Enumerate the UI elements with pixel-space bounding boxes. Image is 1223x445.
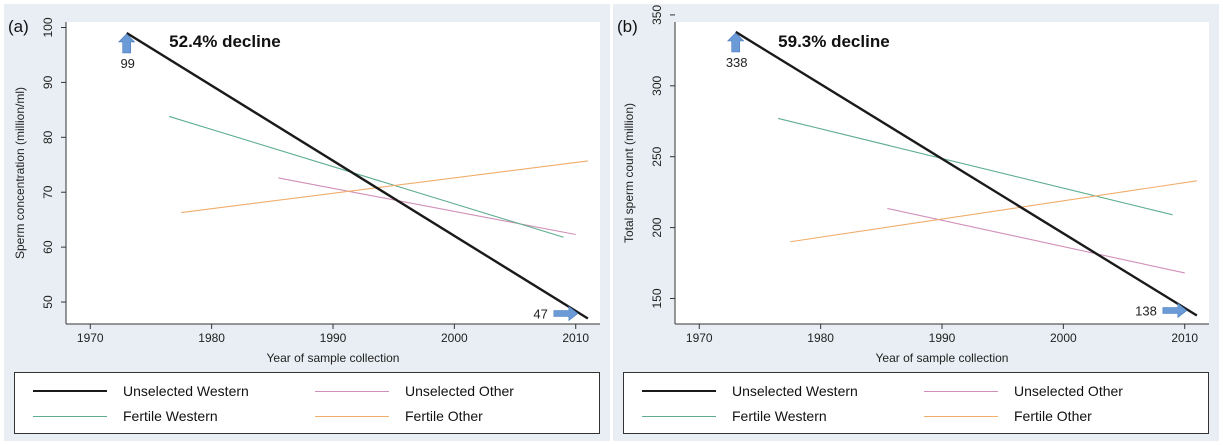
legend-item-fertile-other: Fertile Other <box>315 406 483 426</box>
y-tick-label: 70 <box>41 185 55 199</box>
legend-swatch <box>315 415 389 417</box>
panel-label: (a) <box>8 17 29 36</box>
legend-label: Unselected Other <box>1014 383 1123 399</box>
legend-item-unselected-western: Unselected Western <box>642 381 858 401</box>
start-value-label: 338 <box>726 55 748 70</box>
series-line-unselected-other <box>887 207 1185 274</box>
panel-label: (b) <box>617 17 638 36</box>
end-value-label: 47 <box>533 307 547 322</box>
legend-label: Fertile Western <box>123 408 218 424</box>
legend-swatch <box>33 415 107 417</box>
legend-item-unselected-other: Unselected Other <box>315 381 514 401</box>
legend-item-unselected-western: Unselected Western <box>33 381 249 401</box>
chart-a: 50 60 70 80 90 100 1970 1980 1990 2000 2010 Year of… <box>8 17 600 365</box>
series-line-unselected-western <box>735 30 1198 317</box>
start-arrow-icon <box>117 33 136 54</box>
legend-label: Unselected Western <box>123 383 249 399</box>
legend-swatch <box>642 415 716 417</box>
x-tick-label: 1980 <box>807 331 834 345</box>
legend-item-fertile-western: Fertile Western <box>33 406 218 426</box>
series-line-unselected-other <box>278 177 576 236</box>
y-tick-label: 250 <box>650 146 664 166</box>
x-axis-title: Year of sample collection <box>876 351 1009 365</box>
legend-swatch <box>642 390 716 392</box>
chart-b: 150 200 250 300 350 1970 1980 1990 2000 2010 Year … <box>617 5 1209 365</box>
y-tick-label: 350 <box>650 5 664 25</box>
x-tick-label: 1970 <box>686 331 713 345</box>
y-tick-label: 80 <box>41 130 55 144</box>
legend-swatch <box>315 390 389 392</box>
x-tick-label: 1970 <box>77 331 104 345</box>
y-tick-label: 300 <box>650 75 664 95</box>
x-tick-label: 1990 <box>929 331 956 345</box>
y-tick-label: 200 <box>650 217 664 237</box>
decline-annotation: 59.3% decline <box>778 32 890 51</box>
legend-label: Unselected Other <box>405 383 514 399</box>
panel-a: 50 60 70 80 90 100 1970 1980 1990 2000 2010 Year of… <box>4 4 610 441</box>
legend-item-fertile-other: Fertile Other <box>924 406 1092 426</box>
x-tick-label: 2010 <box>1171 331 1198 345</box>
decline-annotation: 52.4% decline <box>169 32 281 51</box>
series-line-fertile-western <box>778 117 1173 216</box>
y-tick-label: 90 <box>41 75 55 89</box>
start-value-label: 99 <box>120 56 134 71</box>
legend-swatch <box>924 415 998 417</box>
end-value-label: 138 <box>1135 303 1157 318</box>
x-axis-title: Year of sample collection <box>267 351 400 365</box>
plot-area <box>66 22 600 324</box>
legend-b: Unselected Western Unselected Other Fert… <box>623 372 1209 434</box>
end-arrow-icon <box>1162 302 1188 319</box>
x-tick-label: 1990 <box>320 331 347 345</box>
start-arrow-icon <box>726 32 745 53</box>
series-line-fertile-other <box>181 160 588 214</box>
legend-label: Fertile Other <box>405 408 483 424</box>
legend-swatch <box>924 390 998 392</box>
end-arrow-icon <box>553 305 579 322</box>
legend-item-fertile-western: Fertile Western <box>642 406 827 426</box>
y-tick-label: 100 <box>41 17 55 37</box>
y-tick-label: 60 <box>41 240 55 254</box>
x-tick-label: 1980 <box>198 331 225 345</box>
panel-b: 150 200 250 300 350 1970 1980 1990 2000 2010 Year … <box>613 4 1219 441</box>
x-tick-label: 2010 <box>562 331 589 345</box>
series-line-fertile-other <box>790 180 1197 243</box>
y-tick-label: 50 <box>41 295 55 309</box>
series-line-unselected-western <box>126 31 589 320</box>
legend-label: Fertile Other <box>1014 408 1092 424</box>
series-line-fertile-western <box>168 115 564 238</box>
y-axis-title: Total sperm count (million) <box>622 103 636 243</box>
legend-swatch <box>33 390 107 392</box>
legend-item-unselected-other: Unselected Other <box>924 381 1123 401</box>
plot-area <box>675 22 1209 324</box>
y-tick-label: 150 <box>650 288 664 308</box>
legend-label: Unselected Western <box>732 383 858 399</box>
y-axis-title: Sperm concentration (million/ml) <box>13 87 27 259</box>
x-tick-label: 2000 <box>1050 331 1077 345</box>
x-tick-label: 2000 <box>441 331 468 345</box>
legend-a: Unselected Western Unselected Other Fert… <box>14 372 600 434</box>
legend-label: Fertile Western <box>732 408 827 424</box>
